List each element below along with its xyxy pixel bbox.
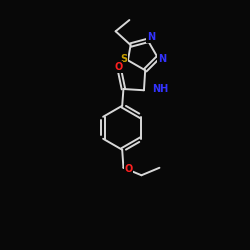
- Text: N: N: [147, 32, 155, 42]
- Text: NH: NH: [152, 84, 168, 94]
- Text: N: N: [158, 54, 166, 64]
- Text: O: O: [124, 164, 132, 174]
- Text: O: O: [114, 62, 122, 72]
- Text: S: S: [120, 54, 127, 64]
